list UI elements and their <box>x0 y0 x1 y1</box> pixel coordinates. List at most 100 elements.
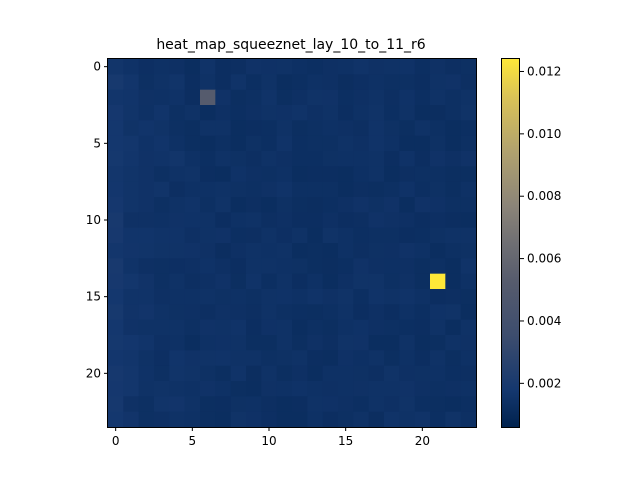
heatmap-cell <box>276 135 293 152</box>
heatmap-cell <box>353 350 370 367</box>
heatmap-cell <box>276 335 293 351</box>
heatmap-cell <box>200 304 216 321</box>
heatmap-cell <box>414 273 431 290</box>
heatmap-cell <box>384 289 400 305</box>
heatmap-cell <box>414 120 431 137</box>
heatmap-cell <box>108 289 124 305</box>
heatmap-cell <box>307 181 324 198</box>
heatmap-cell <box>292 396 308 413</box>
heatmap-cell <box>399 74 416 91</box>
heatmap-cell <box>184 350 201 367</box>
heatmap-cell <box>368 181 385 198</box>
heatmap-cell <box>184 181 201 198</box>
heatmap-cell <box>460 120 477 137</box>
heatmap-cell <box>368 350 385 367</box>
heatmap-cell <box>384 166 400 183</box>
heatmap-cell <box>399 135 416 152</box>
heatmap-cell <box>230 289 247 305</box>
heatmap-cell <box>307 243 324 259</box>
heatmap-cell <box>108 181 124 198</box>
heatmap-cell <box>169 335 186 351</box>
heatmap-cell <box>384 135 400 152</box>
heatmap-cell <box>246 273 262 290</box>
heatmap-cell <box>292 365 308 382</box>
heatmap-cell <box>307 304 324 321</box>
heatmap-cell <box>307 258 324 275</box>
colorbar-tick-label: 0.012 <box>527 64 561 78</box>
heatmap-cell <box>169 258 186 275</box>
heatmap-cell <box>215 396 232 413</box>
heatmap-cell <box>138 120 155 137</box>
heatmap-cell <box>261 59 278 75</box>
heatmap-cell <box>138 258 155 275</box>
heatmap-cell <box>384 181 400 198</box>
heatmap-cell <box>123 166 140 183</box>
heatmap-cell <box>246 396 262 413</box>
heatmap-cell <box>154 273 170 290</box>
heatmap-cell <box>276 411 293 428</box>
heatmap-cell <box>445 304 462 321</box>
heatmap-cell <box>261 166 278 183</box>
heatmap-cell <box>307 227 324 244</box>
heatmap-cell <box>261 74 278 91</box>
y-tick-label: 10 <box>86 213 101 227</box>
heatmap-cell <box>430 365 446 382</box>
heatmap-cell <box>230 335 247 351</box>
heatmap-cell <box>353 135 370 152</box>
heatmap-cell <box>154 74 170 91</box>
heatmap-cell <box>246 212 262 229</box>
heatmap-cell <box>414 350 431 367</box>
heatmap-cell <box>292 273 308 290</box>
heatmap-cell <box>123 120 140 137</box>
heatmap-cell <box>414 335 431 351</box>
heatmap-cell <box>184 411 201 428</box>
heatmap-cell <box>384 243 400 259</box>
heatmap-cell <box>154 166 170 183</box>
heatmap-cell <box>169 120 186 137</box>
heatmap-cell <box>460 212 477 229</box>
heatmap-cell <box>399 304 416 321</box>
heatmap-cell <box>460 105 477 121</box>
heatmap-cell <box>445 319 462 336</box>
heatmap-cell <box>123 181 140 198</box>
heatmap-cell <box>154 135 170 152</box>
heatmap-cell <box>246 59 262 75</box>
heatmap-cell <box>169 396 186 413</box>
heatmap-cell <box>200 335 216 351</box>
heatmap-cell <box>276 243 293 259</box>
heatmap-cell <box>184 151 201 167</box>
heatmap-cell <box>460 151 477 167</box>
heatmap-cell <box>276 304 293 321</box>
heatmap-cell <box>368 243 385 259</box>
heatmap-cell <box>430 396 446 413</box>
heatmap-cell <box>353 197 370 213</box>
heatmap-cell <box>338 166 354 183</box>
heatmap-cell <box>307 273 324 290</box>
heatmap-cell <box>246 319 262 336</box>
heatmap-cell <box>123 89 140 106</box>
heatmap-cell <box>292 89 308 106</box>
heatmap-cell <box>322 381 339 397</box>
heatmap-cell <box>184 273 201 290</box>
heatmap-cell <box>338 304 354 321</box>
heatmap-cell <box>123 365 140 382</box>
heatmap-cell <box>399 258 416 275</box>
heatmap-cell <box>169 212 186 229</box>
heatmap-cell <box>307 319 324 336</box>
heatmap-cell <box>169 227 186 244</box>
heatmap-cell <box>307 350 324 367</box>
x-tick-label: 5 <box>189 434 197 448</box>
heatmap-cell <box>430 335 446 351</box>
heatmap-cell <box>430 151 446 167</box>
heatmap-cell <box>108 396 124 413</box>
heatmap-cell <box>292 105 308 121</box>
heatmap-cell <box>261 120 278 137</box>
heatmap-cell <box>322 105 339 121</box>
heatmap-cell <box>246 74 262 91</box>
heatmap-cell <box>108 197 124 213</box>
heatmap-cell <box>246 89 262 106</box>
heatmap-cell <box>368 212 385 229</box>
heatmap-cell <box>414 197 431 213</box>
heatmap-cell <box>123 350 140 367</box>
